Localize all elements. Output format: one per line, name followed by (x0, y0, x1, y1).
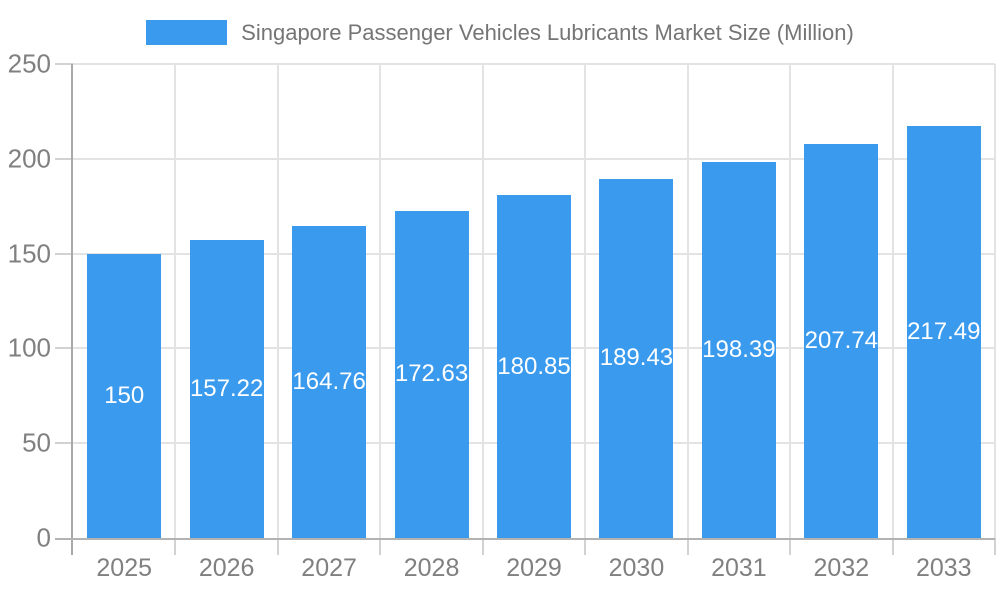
y-axis-label: 100 (7, 332, 51, 363)
x-axis-label-2033: 2033 (915, 554, 972, 582)
gridline-x (686, 64, 689, 538)
x-axis-tick (789, 538, 792, 555)
chart-legend[interactable]: Singapore Passenger Vehicles Lubricants … (0, 17, 1000, 47)
bar-value-label: 180.85 (497, 352, 571, 380)
y-axis-label: 150 (7, 238, 51, 269)
x-axis-label-2027: 2027 (301, 554, 357, 582)
y-axis-label: 0 (36, 522, 51, 553)
x-axis-tick (71, 538, 73, 555)
bar-value-label: 157.22 (189, 374, 264, 402)
legend-swatch (146, 19, 228, 45)
bar-value-label: 150 (104, 381, 145, 409)
x-axis-label-2029: 2029 (506, 554, 562, 582)
bar-value-label: 172.63 (394, 360, 469, 388)
gridline-x (174, 64, 177, 538)
gridline-x (481, 64, 484, 538)
gridline-y-200 (73, 157, 995, 160)
x-axis-tick (686, 538, 689, 555)
gridline-y-250 (73, 63, 995, 65)
bar-2028 (394, 210, 469, 538)
bar-2026 (189, 239, 264, 538)
x-axis-label-2032: 2032 (813, 554, 870, 582)
legend-label: Singapore Passenger Vehicles Lubricants … (241, 19, 854, 45)
gridline-x (584, 64, 587, 538)
bar-2030 (599, 178, 674, 538)
bar-2033 (906, 125, 981, 538)
y-axis-label: 50 (22, 427, 51, 458)
bar-2032 (804, 144, 879, 538)
bar-value-label: 217.49 (907, 317, 981, 345)
y-axis-tick (55, 347, 73, 350)
x-axis-tick (584, 538, 587, 555)
bar-value-label: 207.74 (804, 327, 879, 355)
x-axis-tick (481, 538, 484, 555)
x-axis-label-2025: 2025 (96, 554, 153, 582)
x-axis-tick (174, 538, 177, 555)
gridline-x (891, 64, 894, 538)
y-axis-tick (55, 63, 73, 65)
gridline-x (789, 64, 792, 538)
y-axis-label: 200 (7, 143, 51, 174)
y-axis-tick (55, 157, 73, 160)
x-axis-tick (379, 538, 382, 555)
gridline-x (379, 64, 382, 538)
x-axis-label-2028: 2028 (403, 554, 460, 582)
x-axis-label-2030: 2030 (608, 554, 665, 582)
bar-2029 (497, 195, 571, 538)
x-axis-label-2026: 2026 (198, 554, 255, 582)
bar-value-label: 198.39 (702, 335, 776, 363)
gridline-x (994, 64, 996, 538)
gridline-x (276, 64, 279, 538)
plot-area: 0 50 100 150 200 250 150 2025 157.22 2026 164.76 20… (8, 49, 996, 582)
bar-2031 (701, 161, 776, 538)
x-axis-tick (994, 538, 996, 555)
bar-value-label: 189.43 (599, 344, 674, 372)
x-axis-line (55, 538, 995, 540)
x-axis-label-2031: 2031 (711, 554, 767, 582)
x-axis-tick (276, 538, 279, 555)
y-axis-tick (55, 252, 73, 255)
bar-2027 (292, 225, 367, 538)
y-axis-tick (55, 442, 73, 445)
x-axis-tick (891, 538, 894, 555)
y-axis-line (71, 64, 73, 538)
bar-2025 (87, 253, 162, 538)
y-axis-label: 250 (7, 48, 51, 79)
bar-value-label: 164.76 (292, 367, 366, 395)
